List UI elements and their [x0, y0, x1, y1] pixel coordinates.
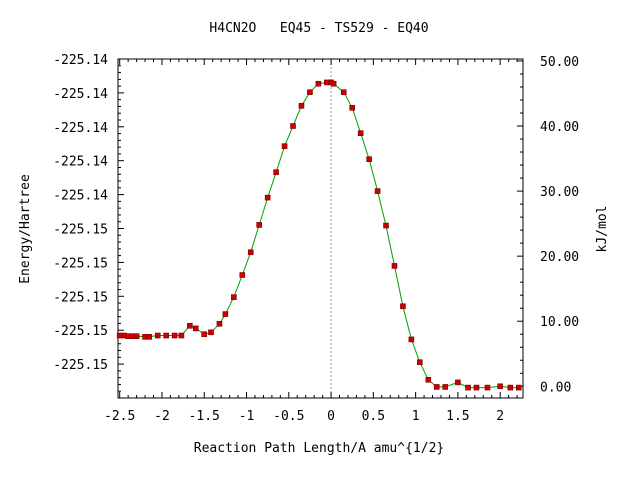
data-point: [383, 222, 389, 229]
data-point: [307, 89, 313, 95]
data-point: [290, 123, 296, 129]
data-point: [515, 384, 522, 391]
data-point: [222, 311, 229, 317]
data-point: [256, 222, 263, 228]
data-point: [391, 263, 398, 269]
data-point: [425, 376, 432, 383]
data-point: [315, 80, 322, 87]
y-left-tick-label: -225.15: [53, 324, 108, 339]
data-point: [146, 334, 153, 340]
x-tick-label: 0.5: [362, 409, 385, 424]
x-tick-label: -1.5: [189, 409, 220, 424]
data-point: [400, 303, 406, 310]
y-axis-label-left: Energy/Hartree: [18, 174, 33, 284]
data-point: [171, 332, 178, 339]
y-left-tick-label: -225.14: [53, 87, 108, 102]
data-point: [239, 272, 246, 278]
y-right-tick-label: 30.00: [540, 185, 579, 200]
data-point: [154, 332, 161, 339]
y-right-tick-label: 10.00: [540, 315, 579, 330]
data-point: [133, 333, 140, 339]
data-point: [497, 383, 503, 390]
data-point: [473, 384, 480, 391]
data-point: [465, 384, 471, 391]
data-point: [330, 80, 337, 87]
data-point: [349, 105, 356, 111]
data-point: [433, 384, 440, 390]
x-tick-label: 2: [496, 409, 504, 424]
data-point: [208, 329, 214, 336]
chart-title: H4CN2O EQ45 - TS529 - EQ40: [209, 21, 428, 36]
x-tick-label: 1.5: [446, 409, 469, 424]
data-point: [192, 325, 199, 332]
data-point: [247, 249, 254, 256]
data-point: [178, 332, 185, 339]
y-left-tick-label: -225.14: [53, 121, 108, 136]
y-right-tick-label: 20.00: [540, 250, 579, 265]
y-right-tick-label: 0.00: [540, 380, 571, 395]
x-tick-label: -1: [239, 409, 255, 424]
data-point: [484, 384, 491, 391]
y-left-tick-label: -225.14: [53, 189, 108, 204]
x-tick-label: -2.5: [104, 409, 135, 424]
y-left-tick-label: -225.15: [53, 290, 108, 305]
y-left-tick-label: -225.14: [53, 155, 108, 170]
data-point: [507, 384, 514, 391]
x-tick-label: -0.5: [273, 409, 304, 424]
x-tick-label: 1: [412, 409, 420, 424]
data-point: [357, 130, 364, 136]
data-point: [374, 188, 381, 194]
data-point: [187, 322, 193, 329]
y-right-tick-label: 50.00: [540, 55, 579, 70]
y-right-tick-label: 40.00: [540, 120, 579, 135]
y-left-tick-label: -225.14: [53, 53, 108, 68]
data-point: [201, 331, 208, 338]
y-left-tick-label: -225.15: [53, 358, 108, 373]
x-tick-label: 0: [327, 409, 335, 424]
data-point: [264, 194, 271, 201]
y-left-tick-label: -225.15: [53, 223, 108, 238]
plot-area: -2.5 -2 -1.5 -1 -0.5 0 0.5 1 1.5 2 -225.14 -225.14 -…: [53, 53, 579, 424]
data-point: [216, 321, 223, 327]
data-point: [163, 332, 169, 339]
data-point: [281, 143, 288, 149]
data-point: [340, 89, 347, 95]
data-point: [442, 384, 449, 390]
data-point: [298, 103, 305, 109]
x-tick-label: -2: [154, 409, 170, 424]
y-left-tick-label: -225.15: [53, 256, 108, 271]
data-point: [455, 379, 461, 386]
y-axis-label-right: kJ/mol: [595, 206, 610, 253]
data-point: [417, 359, 423, 366]
energy-curve-line: [119, 81, 519, 389]
plot-frame: [117, 58, 524, 399]
data-point: [273, 169, 279, 176]
x-axis-label: Reaction Path Length/A amu^{1/2}: [194, 441, 444, 456]
data-point: [408, 336, 415, 343]
data-point: [366, 156, 372, 163]
data-point: [231, 294, 237, 300]
